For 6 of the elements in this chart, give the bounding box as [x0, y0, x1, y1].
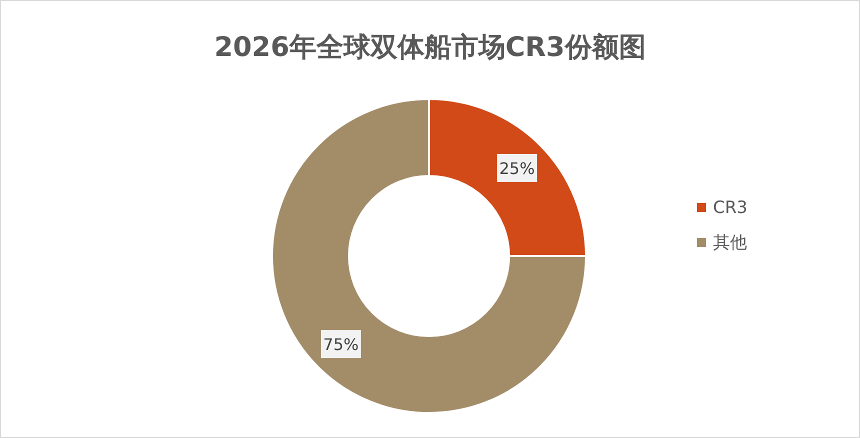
legend-label: CR3	[713, 198, 748, 218]
donut-slice	[271, 98, 587, 414]
legend-label: 其他	[713, 233, 747, 253]
data-label: 25%	[499, 158, 535, 178]
data-label: 75%	[323, 335, 359, 354]
chart-title: 2026年全球双体船市场CR3份额图	[214, 32, 646, 63]
